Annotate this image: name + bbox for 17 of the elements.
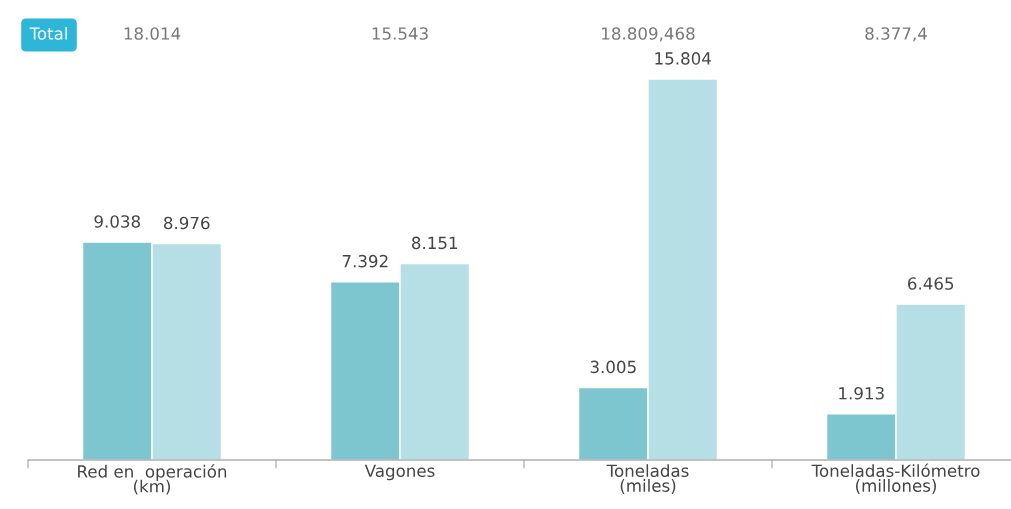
text: Total <box>29 26 67 40</box>
x-tick-label: Vagones <box>364 464 435 481</box>
text: 8.377,4 <box>865 27 927 42</box>
text: 15.543 <box>372 27 428 40</box>
data-label: 7.392 <box>342 254 388 268</box>
text: 18.809,468 <box>602 27 695 42</box>
data-label: 3.005 <box>590 360 636 374</box>
data-label: 8.151 <box>411 236 458 250</box>
data-label: 6.465 <box>908 277 954 290</box>
data-label: 8.976 <box>163 216 210 230</box>
text: 18.014 <box>124 27 181 40</box>
x-tick-label: Red en operación (km) <box>78 464 227 495</box>
data-label: 9.038 <box>94 215 140 228</box>
x-tick-label: Toneladas-Kilómetro (millones) <box>811 463 980 494</box>
data-label: 15.804 <box>655 52 711 65</box>
x-tick-label: Toneladas (miles) <box>606 464 689 494</box>
data-label: 1.913 <box>839 386 884 400</box>
